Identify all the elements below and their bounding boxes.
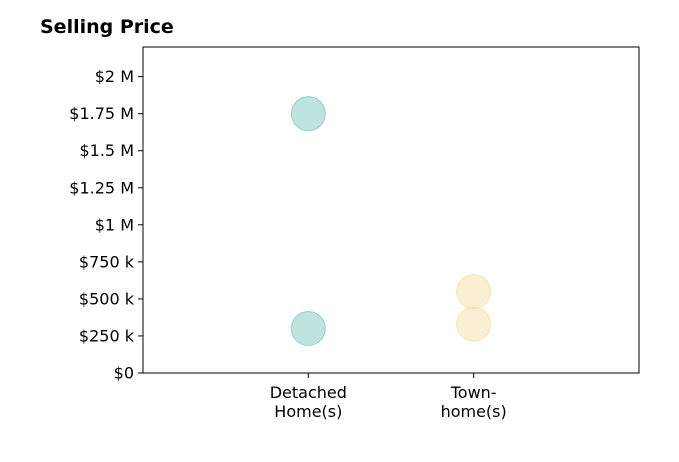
y-tick-label: $250 k — [79, 326, 135, 345]
y-tick-label: $1.5 M — [79, 141, 134, 160]
data-point — [290, 311, 326, 347]
data-point — [456, 306, 492, 342]
y-axis: $0 $250 k $500 k $750 k $1 M $1.25 M $1.5 M $1.… — [69, 67, 143, 383]
y-tick-label: $500 k — [79, 289, 135, 308]
y-tick-label: $750 k — [79, 252, 135, 271]
x-tick-label: Detached Home(s) — [270, 383, 347, 421]
x-tick-label-line: home(s) — [441, 402, 507, 421]
y-tick-label: $2 M — [95, 67, 134, 86]
x-tick-label-line: Town- — [450, 383, 497, 402]
x-tick-label-line: Detached — [270, 383, 347, 402]
plot-area-frame — [142, 46, 640, 374]
data-points — [290, 96, 492, 347]
y-tick-label: $1 M — [95, 215, 134, 234]
y-tick-label: $0 — [114, 364, 134, 383]
x-tick-label-line: Home(s) — [274, 402, 342, 421]
y-tick-label: $1.75 M — [69, 104, 134, 123]
x-tick-label: Town-home(s) — [441, 383, 507, 421]
data-point — [456, 274, 492, 309]
chart-title: Selling Price — [40, 16, 174, 38]
x-axis: Detached Home(s) Town-home(s) — [270, 373, 507, 421]
data-point — [290, 96, 326, 132]
y-tick-label: $1.25 M — [69, 178, 134, 197]
